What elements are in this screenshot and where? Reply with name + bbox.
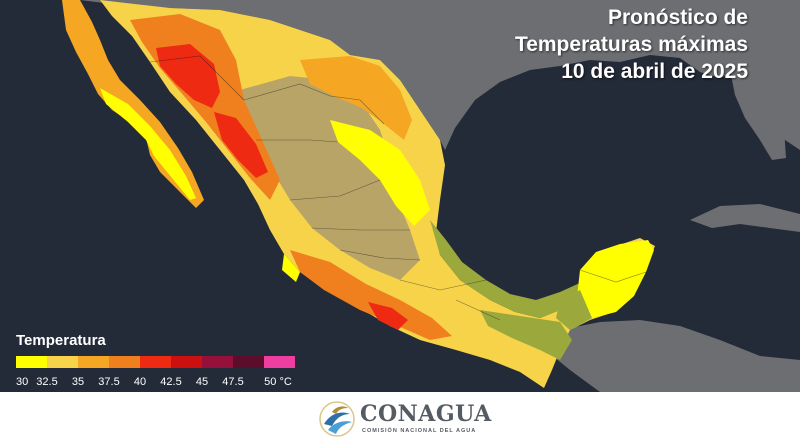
legend-swatch bbox=[233, 356, 264, 368]
footer: CONAGUA COMISIÓN NACIONAL DEL AGUA bbox=[0, 392, 800, 445]
state-borders bbox=[149, 55, 647, 321]
legend-swatch bbox=[202, 356, 233, 368]
legend-label: 50 °C bbox=[264, 376, 292, 388]
legend-swatch bbox=[171, 356, 202, 368]
legend-label: 35 bbox=[71, 376, 85, 388]
legend-color-bar bbox=[16, 356, 295, 368]
legend-title: Temperatura bbox=[16, 332, 106, 349]
legend-swatch bbox=[16, 356, 47, 368]
legend-label: 32.5 bbox=[36, 376, 58, 388]
forecast-map: Pronóstico de Temperaturas máximas 10 de… bbox=[0, 0, 800, 392]
title-line-2: Temperaturas máximas bbox=[514, 33, 748, 56]
northeast-warm bbox=[300, 56, 412, 140]
legend-label: 30 bbox=[16, 376, 29, 388]
baja-yellow-zone bbox=[100, 88, 196, 200]
legend-swatch bbox=[109, 356, 140, 368]
usa-land bbox=[0, 0, 800, 150]
yucatan-base bbox=[556, 290, 592, 330]
central-highlands bbox=[240, 76, 420, 280]
pacific-south-red bbox=[368, 302, 408, 330]
sinaloa-red-core bbox=[214, 112, 268, 178]
legend-label: 45 bbox=[195, 376, 209, 388]
cuba-land bbox=[690, 204, 800, 232]
florida-land bbox=[730, 70, 786, 160]
conagua-logo: CONAGUA COMISIÓN NACIONAL DEL AGUA bbox=[318, 400, 491, 440]
map-title: Pronóstico de Temperaturas máximas 10 de… bbox=[515, 4, 748, 85]
temperature-legend: Temperatura 30 32.5 35 37.5 40 42.5 45 47.5 50 °… bbox=[10, 332, 310, 390]
legend-label: 40 bbox=[133, 376, 147, 388]
pacific-south-warm bbox=[290, 250, 452, 340]
legend-labels: 30 32.5 35 37.5 40 42.5 45 47.5 50 °C bbox=[10, 376, 310, 390]
logo-name: CONAGUA bbox=[360, 401, 492, 427]
legend-swatch bbox=[47, 356, 78, 368]
logo-subtitle: COMISIÓN NACIONAL DEL AGUA bbox=[362, 428, 477, 434]
chiapas-lowlands bbox=[480, 310, 572, 360]
gulf-lowlands bbox=[430, 220, 582, 318]
map-canvas bbox=[0, 0, 800, 392]
title-line-1: Pronóstico de bbox=[607, 6, 748, 29]
title-line-3: 10 de abril de 2025 bbox=[561, 60, 748, 83]
legend-swatch bbox=[264, 356, 295, 368]
northeast-yellow bbox=[330, 120, 430, 226]
yellow-coast-strip bbox=[282, 254, 300, 282]
legend-label: 42.5 bbox=[160, 376, 182, 388]
central-america-land bbox=[548, 320, 800, 392]
legend-label: 37.5 bbox=[98, 376, 120, 388]
yucatan-peninsula bbox=[576, 240, 654, 318]
conagua-wave-icon bbox=[319, 401, 355, 437]
legend-swatch bbox=[78, 356, 109, 368]
legend-swatch bbox=[140, 356, 171, 368]
legend-label: 47.5 bbox=[222, 376, 244, 388]
